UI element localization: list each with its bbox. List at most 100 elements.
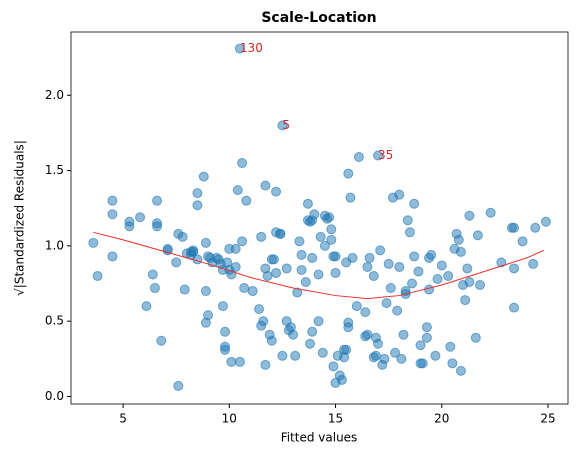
point (343, 317, 354, 328)
point (152, 221, 163, 232)
point (360, 307, 371, 318)
point (472, 230, 483, 241)
point (296, 249, 307, 260)
point (375, 245, 386, 256)
point (390, 347, 401, 358)
point (347, 252, 358, 263)
point (398, 329, 409, 340)
point (230, 261, 241, 272)
x-tick-label: 5 (119, 412, 127, 426)
point (162, 243, 173, 254)
point (485, 207, 496, 218)
point (294, 236, 305, 247)
chart-title: Scale-Location (261, 10, 376, 26)
point (156, 335, 167, 346)
point (173, 380, 184, 391)
point (460, 295, 471, 306)
y-tick-label: 0.0 (45, 389, 64, 403)
point (528, 258, 539, 269)
point (281, 263, 292, 274)
point (260, 180, 271, 191)
point (179, 284, 190, 295)
point (305, 338, 316, 349)
point (200, 286, 211, 297)
point (341, 344, 352, 355)
annotation: 130 (240, 41, 263, 55)
annotation: 35 (378, 148, 393, 162)
point (198, 171, 209, 182)
point (330, 267, 341, 278)
point (415, 340, 426, 351)
point (220, 344, 231, 355)
point (417, 358, 428, 369)
point (171, 257, 182, 268)
point (192, 200, 203, 211)
point (362, 329, 373, 340)
x-tick-label: 15 (328, 412, 343, 426)
point (192, 188, 203, 199)
point (432, 273, 443, 284)
point (351, 301, 362, 312)
point (258, 316, 269, 327)
point (234, 356, 245, 367)
point (517, 236, 528, 247)
point (373, 338, 384, 349)
point (424, 284, 435, 295)
point (436, 260, 447, 271)
point (307, 252, 318, 263)
point (379, 353, 390, 364)
point (447, 358, 458, 369)
point (124, 216, 135, 227)
point (147, 269, 158, 280)
point (394, 189, 405, 200)
point (302, 198, 313, 209)
point (353, 152, 364, 163)
point (203, 310, 214, 321)
point (241, 195, 252, 206)
point (220, 326, 231, 337)
point (394, 261, 405, 272)
y-tick-label: 1.0 (45, 238, 64, 252)
point (88, 237, 99, 248)
point (237, 158, 248, 169)
annotation: 5 (282, 118, 290, 132)
point (426, 249, 437, 260)
point (443, 270, 454, 281)
point (345, 192, 356, 203)
point (336, 374, 347, 385)
point (288, 329, 299, 340)
point (152, 195, 163, 206)
point (462, 263, 473, 274)
point (309, 209, 320, 220)
point (92, 270, 103, 281)
point (368, 270, 379, 281)
point (421, 332, 432, 343)
point (192, 254, 203, 265)
point (464, 277, 475, 288)
point (430, 350, 441, 361)
point (453, 234, 464, 245)
point (239, 283, 250, 294)
point (300, 277, 311, 288)
point (107, 209, 118, 220)
point (290, 350, 301, 361)
point (496, 257, 507, 268)
point (381, 298, 392, 309)
point (455, 365, 466, 376)
point (237, 236, 248, 247)
point (217, 301, 228, 312)
point (230, 243, 241, 254)
point (307, 326, 318, 337)
point (383, 258, 394, 269)
point (271, 267, 282, 278)
point (370, 350, 381, 361)
x-tick-label: 20 (434, 412, 449, 426)
point (402, 215, 413, 226)
y-tick-label: 1.5 (45, 163, 64, 177)
x-tick-label: 25 (540, 412, 555, 426)
point (328, 361, 339, 372)
point (319, 240, 330, 251)
point (404, 227, 415, 238)
point (509, 222, 520, 233)
